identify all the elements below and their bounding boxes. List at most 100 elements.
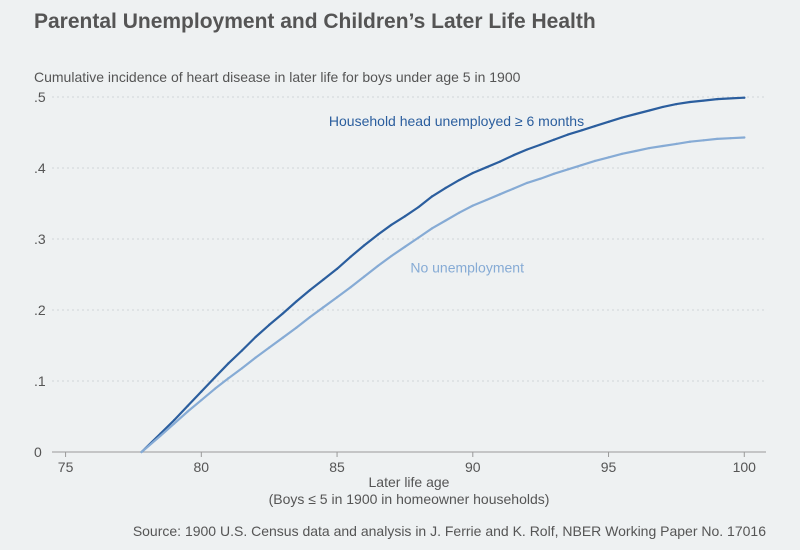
data-point <box>363 275 366 278</box>
data-point <box>295 326 298 329</box>
data-point <box>621 116 624 119</box>
data-point <box>634 149 637 153</box>
data-point <box>458 211 461 214</box>
chart-title: Parental Unemployment and Children’s Lat… <box>34 10 596 33</box>
data-point <box>607 120 610 123</box>
data-point <box>580 129 583 132</box>
data-point <box>688 100 692 104</box>
data-point <box>716 137 719 140</box>
data-point <box>430 195 434 198</box>
data-point <box>498 193 502 196</box>
data-point <box>702 139 705 142</box>
data-point <box>648 109 651 112</box>
y-tick-label: .1 <box>34 373 46 389</box>
data-point <box>390 223 393 226</box>
y-tick-label: .4 <box>34 160 46 176</box>
x-tick-label: 80 <box>194 459 210 475</box>
y-tick-label: 0 <box>34 444 42 460</box>
x-axis: 75 80 85 90 95 100 <box>52 451 766 475</box>
series-labels: Household head unemployed ≥ 6 months No u… <box>329 113 584 275</box>
data-point <box>403 215 407 218</box>
data-point <box>430 227 434 230</box>
data-point <box>254 335 257 339</box>
data-point <box>390 254 393 258</box>
data-point <box>200 399 203 402</box>
data-point <box>539 143 542 146</box>
data-point <box>268 323 271 327</box>
data-point <box>322 306 325 309</box>
x-axis-label: Later life age <box>369 474 450 490</box>
data-point <box>444 219 447 222</box>
series-label-0: Household head unemployed ≥ 6 months <box>329 113 584 129</box>
data-point <box>525 181 529 185</box>
y-tick-label: .3 <box>34 231 46 247</box>
line-chart: 0 .1 .2 .3 .4 .5 75 80 85 90 95 100 Household head… <box>34 89 766 507</box>
data-point <box>159 434 162 437</box>
grid-lines <box>52 96 766 382</box>
data-point <box>227 377 230 380</box>
data-point <box>729 137 732 140</box>
data-point <box>661 144 664 148</box>
data-point <box>186 404 189 407</box>
data-point <box>417 236 420 239</box>
data-point <box>675 103 678 106</box>
data-point <box>376 264 379 268</box>
x-tick-label: 75 <box>58 459 74 475</box>
data-point <box>675 142 678 145</box>
data-point <box>200 390 203 393</box>
data-point <box>553 138 556 141</box>
data-point <box>308 289 312 292</box>
data-point <box>471 204 474 207</box>
data-point <box>458 178 461 182</box>
y-axis-ticks: 0 .1 .2 .3 .4 .5 <box>34 89 46 460</box>
y-tick-label: .2 <box>34 302 46 318</box>
x-tick-label: 90 <box>465 459 481 475</box>
data-point <box>485 166 488 169</box>
data-point <box>417 205 420 209</box>
data-point <box>702 99 705 102</box>
data-point <box>566 133 569 136</box>
data-point <box>539 177 542 180</box>
series-label-1: No unemployment <box>410 259 524 275</box>
data-point <box>566 168 569 171</box>
data-point <box>281 336 284 339</box>
data-point <box>512 187 515 190</box>
data-point <box>593 159 597 162</box>
data-point <box>240 349 244 352</box>
x-tick-label: 85 <box>329 459 345 475</box>
data-point <box>173 418 176 422</box>
data-point <box>349 286 352 289</box>
data-point <box>593 125 597 128</box>
data-point <box>335 267 339 270</box>
data-point <box>322 278 325 281</box>
data-point <box>349 255 352 258</box>
data-point <box>308 316 312 319</box>
data-point <box>743 136 746 139</box>
data-point <box>525 148 529 151</box>
x-tick-label: 100 <box>733 459 757 475</box>
data-point <box>661 105 664 109</box>
data-point <box>140 450 143 454</box>
data-point <box>227 362 230 365</box>
data-point <box>648 147 651 150</box>
data-point <box>295 300 298 303</box>
data-point <box>335 296 339 299</box>
data-point <box>376 233 379 236</box>
data-point <box>240 367 244 370</box>
data-point <box>485 198 488 202</box>
data-point <box>580 164 583 167</box>
data-point <box>268 346 271 349</box>
data-point <box>186 410 189 413</box>
data-point <box>621 152 624 155</box>
data-point <box>173 422 176 425</box>
data-point <box>512 154 515 157</box>
y-tick-label: .5 <box>34 89 46 105</box>
x-tick-label: 95 <box>601 459 617 475</box>
data-point <box>634 112 637 116</box>
data-point <box>729 97 732 100</box>
source-note: Source: 1900 U.S. Census data and analys… <box>132 523 766 539</box>
data-point <box>403 245 407 248</box>
data-point <box>363 244 366 247</box>
series-lines <box>140 96 746 454</box>
